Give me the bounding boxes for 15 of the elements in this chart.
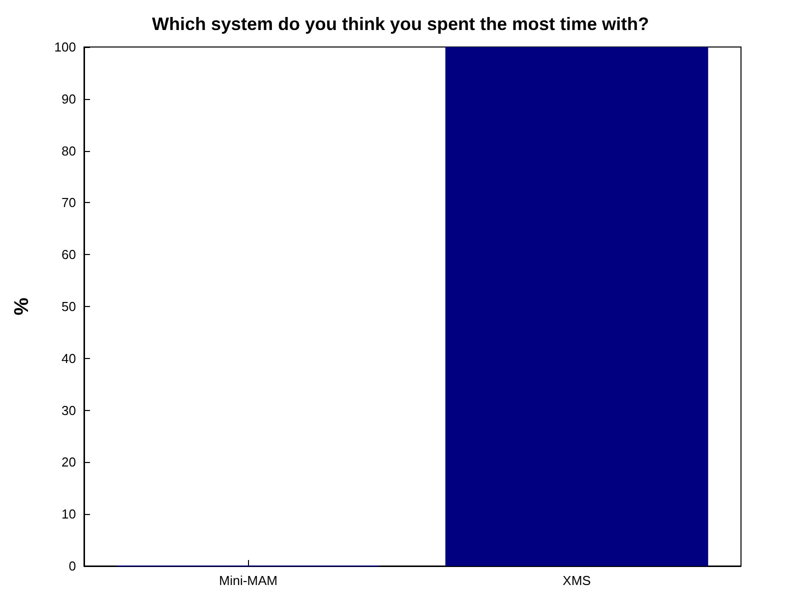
y-tick-label: 100 bbox=[54, 40, 76, 54]
y-tick-label: 30 bbox=[62, 402, 76, 418]
y-tick-label: 0 bbox=[68, 558, 76, 574]
y-tick-label: 60 bbox=[62, 247, 76, 262]
x-tick-label: XMS bbox=[562, 573, 592, 588]
chart-title: Which system do you think you spent the most time with? bbox=[152, 14, 650, 34]
y-tick-label: 20 bbox=[62, 454, 76, 470]
y-tick-label: 50 bbox=[62, 299, 76, 314]
y-axis-title: % bbox=[11, 297, 33, 316]
y-tick-label: 80 bbox=[62, 143, 76, 158]
x-tick-label: Mini-MAM bbox=[219, 573, 278, 588]
y-tick-label: 90 bbox=[62, 91, 76, 106]
y-tick-label: 70 bbox=[62, 195, 76, 210]
y-tick-label: 10 bbox=[62, 506, 76, 522]
y-tick-label: 40 bbox=[62, 350, 76, 366]
